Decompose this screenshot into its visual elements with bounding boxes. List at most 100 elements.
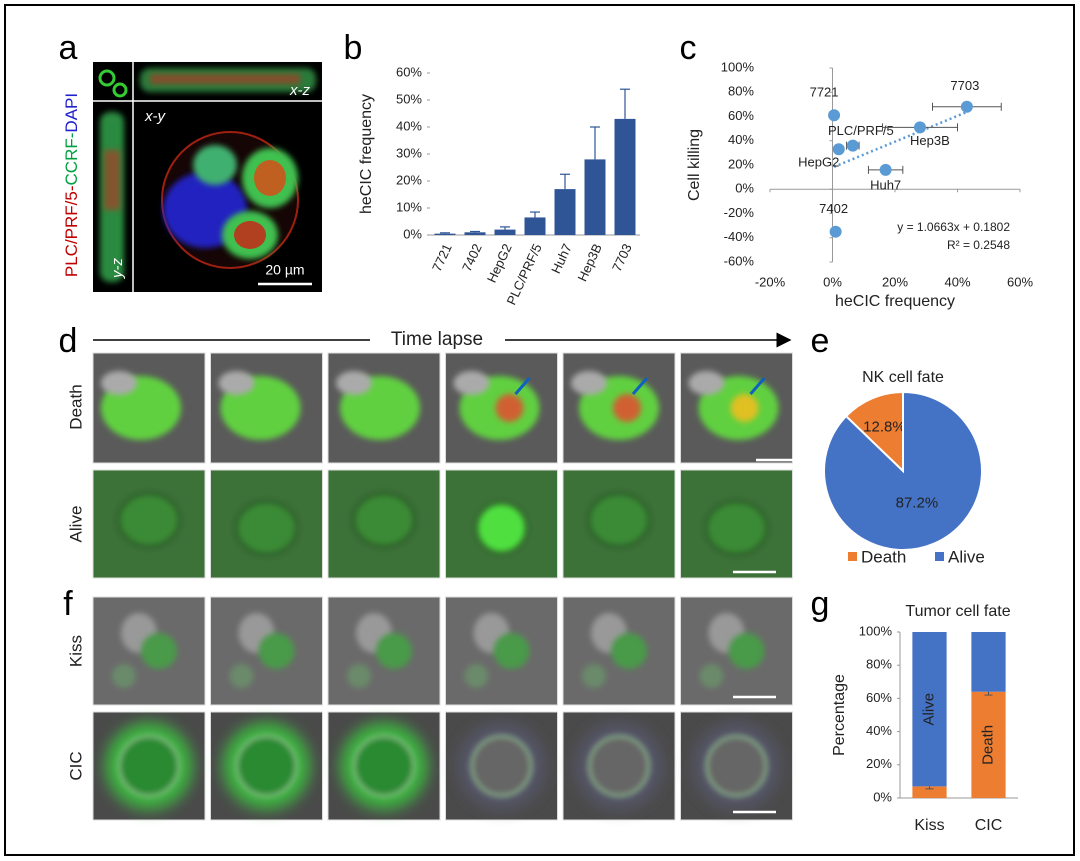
cell — [464, 664, 489, 688]
panel-label: c — [680, 29, 697, 67]
microscopy-image — [562, 711, 676, 821]
point-label: Hep3B — [910, 133, 950, 148]
y-tick-label: 60% — [728, 108, 754, 123]
microscopy-image — [680, 469, 793, 579]
y-tick-label: 60% — [396, 64, 422, 79]
x-tick-label: 7402 — [459, 241, 485, 274]
microscopy-image — [680, 596, 793, 706]
bar-segment — [971, 691, 1006, 798]
confocal-image — [93, 62, 322, 292]
scale-bar-label: 20 µm — [265, 262, 304, 278]
cell — [141, 633, 177, 669]
bar — [464, 232, 486, 235]
cell — [235, 501, 298, 555]
cell — [705, 501, 768, 555]
x-tick-label: 60% — [1007, 274, 1033, 289]
cell — [229, 664, 254, 688]
y-tick-label: 20% — [396, 172, 422, 187]
y-tick-label: 20% — [866, 756, 892, 771]
y-tick-label: 100% — [859, 623, 893, 638]
y-tick-label: -20% — [724, 205, 755, 220]
annotation: R² = 0.2548 — [947, 238, 1010, 252]
trendline — [833, 110, 968, 168]
chart-title: NK cell fate — [862, 369, 944, 386]
image-frame — [680, 596, 793, 706]
value-label: 12.8% — [863, 418, 906, 435]
microscopy-image — [327, 469, 441, 579]
y-tick-label: 0% — [403, 226, 422, 241]
cell — [705, 735, 768, 797]
row-label: Kiss — [66, 635, 85, 667]
microscopy-image — [562, 596, 676, 706]
point-label: PLC/PRF/5 — [828, 123, 894, 138]
microscopy-image — [92, 352, 206, 464]
image-frame — [327, 596, 441, 706]
image-frame — [680, 711, 793, 821]
bar — [554, 189, 576, 235]
figure-border — [4, 4, 1075, 856]
x-tick-label: 7703 — [609, 241, 635, 274]
microscopy-image — [92, 711, 206, 821]
x-tick-label: Hep3B — [574, 241, 604, 283]
y-tick-label: 100% — [721, 59, 755, 74]
cell — [118, 735, 180, 797]
cell — [376, 633, 412, 669]
x-tick-label: 0% — [823, 274, 842, 289]
bar-segment — [912, 786, 947, 798]
cell — [235, 735, 298, 797]
cell — [353, 735, 415, 797]
series-label: Alive — [920, 693, 937, 726]
cell — [699, 664, 724, 688]
microscopy-image — [210, 469, 323, 579]
x-axis-title: heCIC frequency — [835, 293, 955, 310]
pie-slice — [823, 390, 983, 551]
x-tick-label: 40% — [944, 274, 970, 289]
y-tick-label: 0% — [873, 789, 892, 804]
x-tick-label: CIC — [975, 817, 1003, 834]
image-frame — [210, 711, 323, 821]
microscopy-image — [327, 711, 441, 821]
annotation: y = 1.0663x + 0.1802 — [897, 220, 1010, 234]
x-tick-label: Kiss — [914, 817, 944, 834]
image-frame — [445, 711, 558, 821]
view-label: x-y — [144, 108, 166, 125]
cell — [101, 371, 137, 395]
image-frame — [327, 711, 441, 821]
y-tick-label: 50% — [396, 91, 422, 106]
x-tick-label: HepG2 — [484, 241, 515, 285]
image-frame — [562, 596, 676, 706]
microscopy-image — [562, 469, 676, 579]
point-label: Huh7 — [870, 177, 901, 192]
point — [846, 139, 859, 152]
y-axis-title: Percentage — [831, 674, 848, 756]
point — [832, 143, 845, 156]
bar-segment — [912, 632, 947, 787]
cell — [258, 633, 295, 669]
stain-part: DAPI — [62, 93, 81, 133]
panel-label: b — [344, 29, 363, 67]
microscopy-image — [562, 352, 676, 464]
cell — [470, 735, 533, 797]
y-tick-label: 80% — [728, 84, 754, 99]
cell — [118, 493, 180, 547]
microscopy-image — [210, 596, 323, 706]
y-tick-label: 30% — [396, 145, 422, 160]
microscopy-image — [445, 469, 558, 579]
bar — [584, 159, 606, 235]
y-axis-title: heCIC frequency — [358, 94, 375, 214]
microscopy-image — [445, 352, 558, 464]
image-frame — [92, 469, 206, 579]
point-label: HepG2 — [798, 155, 839, 170]
cell — [688, 371, 725, 395]
microscopy-image — [327, 596, 441, 706]
pie-slice — [844, 390, 904, 474]
panel-label: d — [59, 322, 78, 360]
x-tick-label: 20% — [882, 274, 908, 289]
point-label: 7402 — [819, 201, 848, 216]
cell — [112, 664, 136, 688]
image-frame — [562, 352, 676, 464]
image-frame — [210, 352, 323, 464]
y-tick-label: -40% — [724, 229, 755, 244]
arrow — [631, 377, 649, 395]
image-frame — [562, 469, 676, 579]
